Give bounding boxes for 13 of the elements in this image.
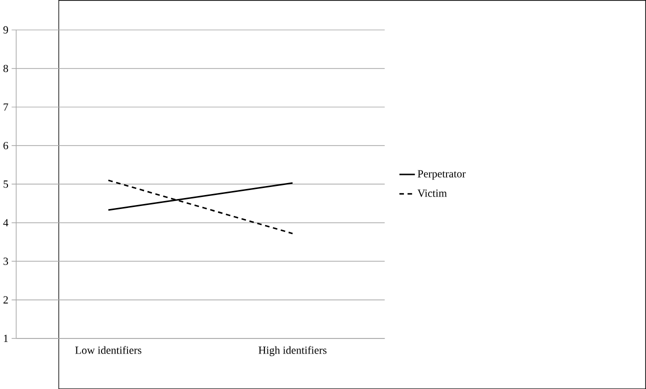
y-tick-label: 5 xyxy=(4,180,8,188)
y-tick-label: 3 xyxy=(4,258,8,265)
y-tick-label: 8 xyxy=(3,64,8,72)
y-tick-label: 4 xyxy=(3,219,8,226)
y-tick-label: 7 xyxy=(4,103,8,110)
y-tick-label: 1 xyxy=(4,334,8,342)
y-tick-label: 6 xyxy=(3,142,8,150)
y-tick-label: 9 xyxy=(3,26,8,34)
legend-label: Victim xyxy=(418,189,447,197)
y-tick-label: 2 xyxy=(4,296,8,304)
x-tick-label: Low identifiers xyxy=(75,346,142,354)
legend-label: Perpetrator xyxy=(418,170,466,180)
x-tick-label: High identifiers xyxy=(258,346,326,356)
